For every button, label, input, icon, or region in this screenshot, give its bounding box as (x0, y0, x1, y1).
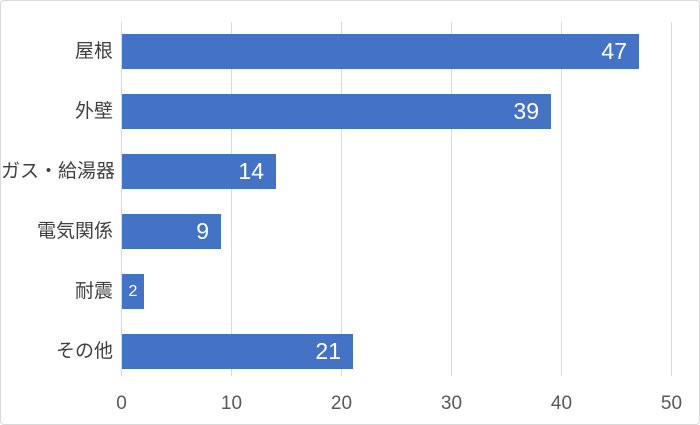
category-label: 電気関係 (36, 221, 113, 242)
x-axis-tick-label: 50 (660, 393, 683, 414)
category-label: ガス・給湯器 (1, 161, 116, 182)
data-label: 39 (513, 98, 539, 124)
bar-3 (122, 154, 276, 189)
bar-1 (122, 34, 639, 69)
bar-4 (122, 214, 221, 249)
x-axis-tick-label: 0 (116, 393, 127, 414)
x-axis-tick-label: 40 (550, 393, 573, 414)
vertical-gridline (121, 22, 122, 376)
vertical-gridline (451, 22, 452, 376)
bar-6 (122, 334, 353, 369)
data-label: 14 (238, 158, 264, 184)
vertical-gridline (671, 22, 672, 376)
category-label: その他 (55, 341, 113, 362)
bar-2 (122, 94, 551, 129)
data-label: 2 (128, 283, 138, 300)
vertical-gridline (561, 22, 562, 376)
x-axis-tick-label: 20 (330, 393, 353, 414)
vertical-gridline (231, 22, 232, 376)
x-axis-tick-label: 10 (220, 393, 243, 414)
category-label: 外壁 (74, 101, 113, 122)
bar-5 (122, 274, 144, 309)
data-label: 21 (315, 338, 341, 364)
x-axis-tick-label: 30 (440, 393, 463, 414)
data-label: 47 (601, 38, 627, 64)
vertical-gridline (341, 22, 342, 376)
data-label: 9 (196, 218, 209, 244)
category-label: 屋根 (74, 41, 113, 62)
category-label: 耐震 (74, 281, 113, 302)
